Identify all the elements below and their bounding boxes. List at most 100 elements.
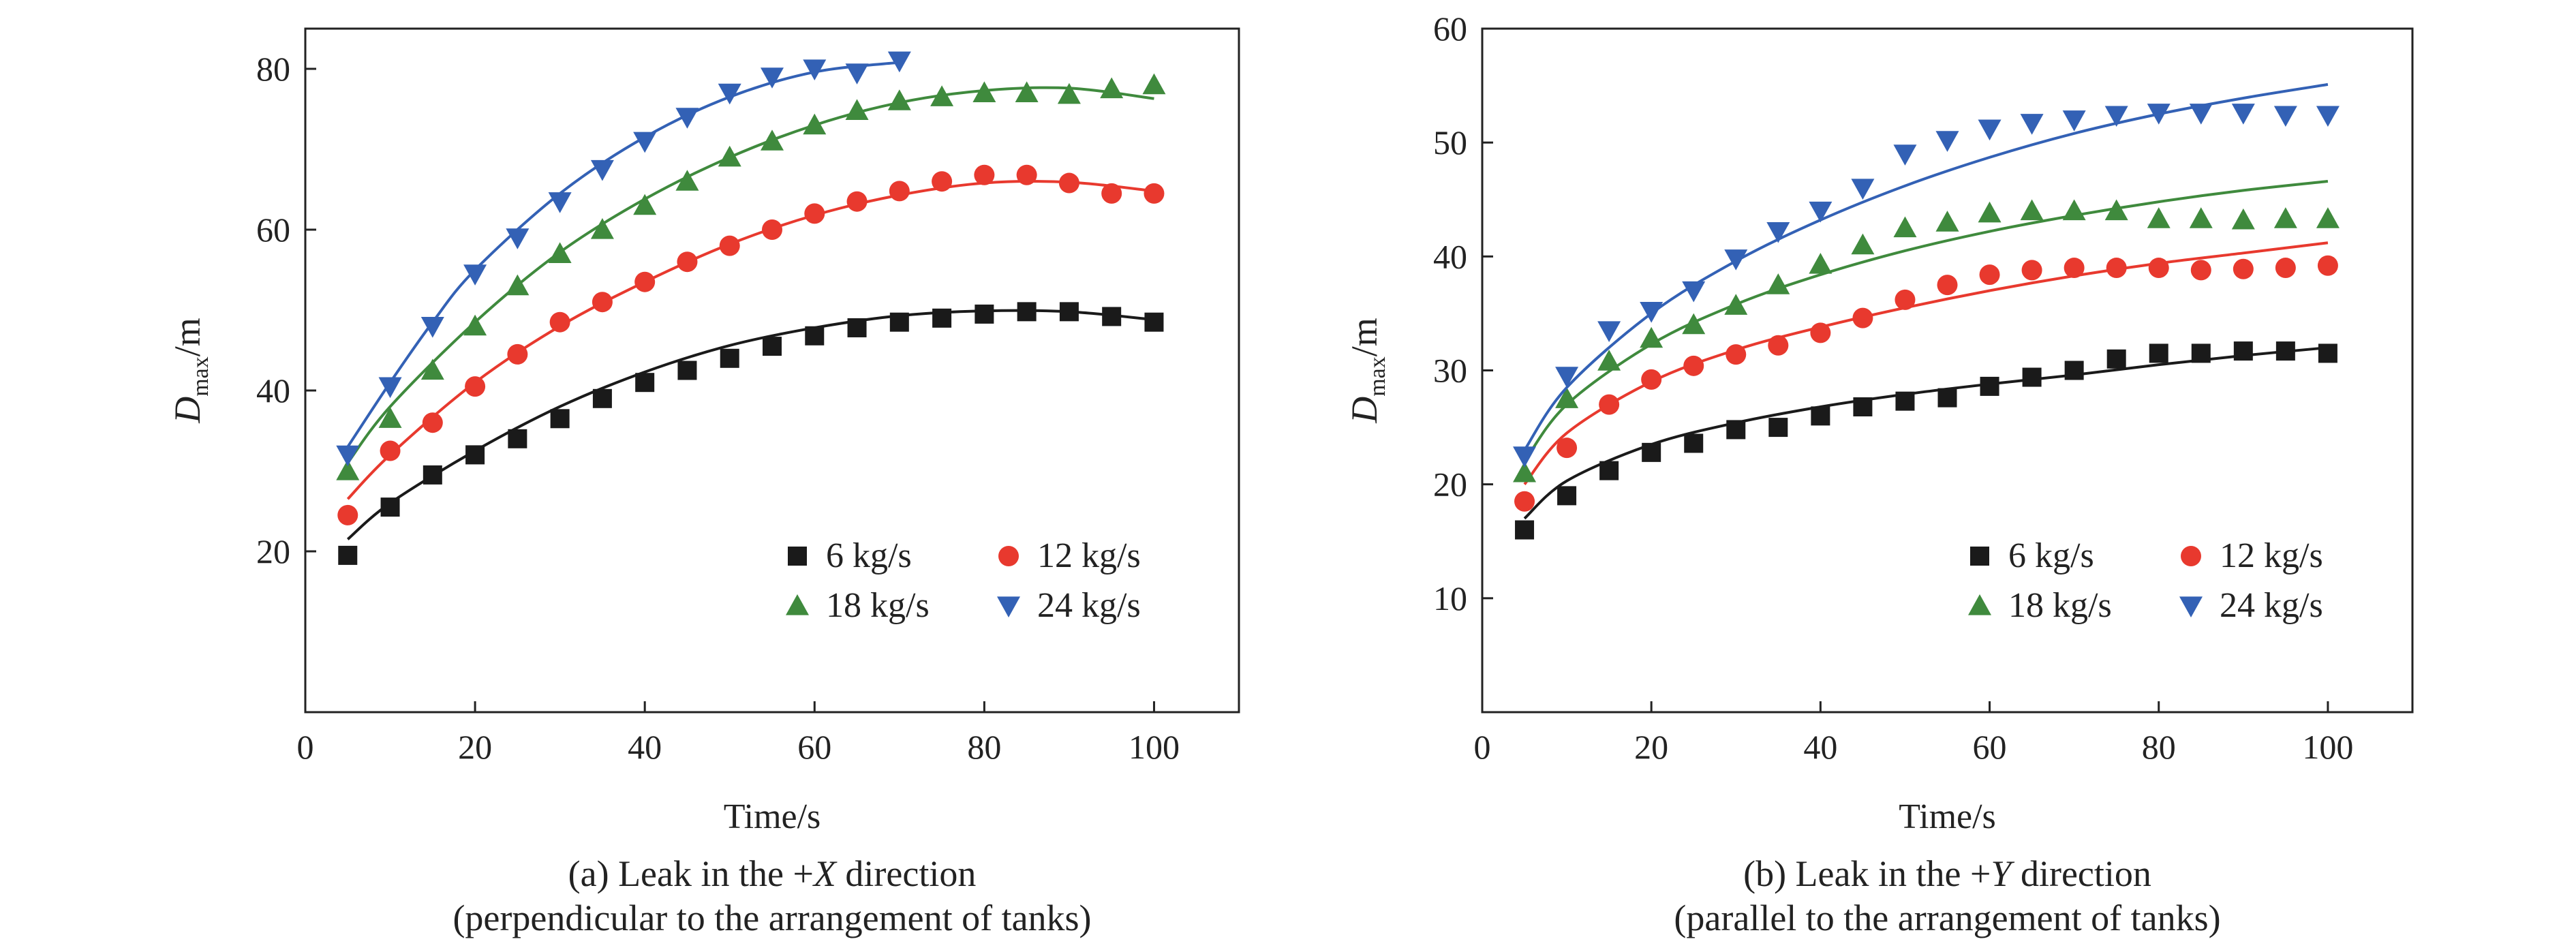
data-point [1937, 388, 1957, 408]
data-point [1810, 322, 1831, 343]
data-point [1515, 520, 1535, 540]
data-point [2064, 361, 2084, 380]
x-tick-label: 0 [297, 728, 314, 766]
legend-item: 18 kg/s [1968, 586, 2112, 625]
y-axis-label-sub: max [1365, 356, 1390, 397]
data-point [2189, 207, 2213, 228]
legend-label: 24 kg/s [2220, 586, 2323, 625]
data-point [2275, 258, 2296, 279]
data-point [1682, 313, 1706, 335]
legend-item: 6 kg/s [788, 536, 912, 575]
data-point [1893, 144, 1917, 166]
data-point [1893, 216, 1917, 238]
panel-a: 0 20 40 60 80 100 20 40 60 80 Time/s Dmax/m 6 kg/s 12… [167, 27, 1240, 938]
data-point [1640, 326, 1663, 348]
data-point [1102, 307, 1122, 326]
caption-line-1: (b) Leak in the +Y direction [1743, 853, 2151, 894]
y-axis-label-unit: /m [167, 318, 208, 356]
caption-line-2: (parallel to the arrangement of tanks) [1674, 898, 2220, 938]
x-tick-label: 20 [1634, 728, 1668, 766]
legend-item: 18 kg/s [786, 586, 930, 625]
data-point [720, 348, 739, 368]
legend-item: 12 kg/s [2181, 536, 2323, 575]
data-point [2189, 104, 2213, 125]
data-point [1768, 418, 1788, 438]
data-point [2316, 106, 2340, 127]
data-point [1513, 461, 1537, 482]
data-point [805, 326, 825, 346]
y-axis-label: Dmax/m [1344, 318, 1390, 424]
series-2 [1514, 241, 2338, 512]
data-point [2318, 343, 2337, 363]
data-point [2275, 341, 2295, 361]
fit-curve [346, 61, 900, 448]
data-point [887, 51, 911, 73]
y-tick-label: 20 [1433, 465, 1467, 504]
panel-b: 0 20 40 60 80 100 10 20 30 40 50 60 Time/s Dmax/m 6 kg… [1344, 10, 2414, 938]
data-point [2191, 343, 2211, 363]
data-point [1599, 394, 1620, 415]
data-point [336, 445, 360, 467]
data-point [2273, 106, 2297, 127]
data-point [889, 312, 909, 332]
data-point [463, 264, 487, 286]
data-point [975, 304, 994, 324]
data-point [2190, 260, 2211, 281]
data-point [2148, 258, 2169, 279]
x-tick-label: 40 [1803, 728, 1837, 766]
data-point [633, 132, 657, 153]
legend-label: 6 kg/s [826, 536, 912, 575]
data-point [761, 67, 784, 89]
x-axis-label: Time/s [1899, 797, 1996, 836]
data-point [1557, 438, 1578, 459]
data-point [465, 445, 485, 465]
legend-marker [2179, 596, 2203, 617]
x-tick-label: 100 [2302, 728, 2353, 766]
data-point [889, 181, 910, 202]
data-point [718, 145, 741, 167]
data-point [2233, 258, 2254, 279]
x-axis-label: Time/s [724, 797, 821, 836]
data-point [2233, 341, 2253, 361]
data-point [633, 194, 657, 215]
data-point [1895, 391, 1915, 411]
data-point [1597, 321, 1621, 342]
data-point [592, 388, 612, 408]
y-axis-label-main: D [1344, 397, 1385, 424]
data-point [506, 228, 530, 249]
data-point [380, 440, 401, 461]
data-point [1684, 433, 1704, 453]
y-axis-label-unit: /m [1344, 318, 1385, 356]
data-point [1852, 307, 1873, 328]
caption-suffix: direction [836, 853, 976, 894]
y-axis-label: Dmax/m [167, 318, 213, 424]
series-3 [1513, 180, 2340, 482]
data-point [1514, 491, 1535, 512]
y-tick-label: 50 [1433, 123, 1467, 162]
data-point [677, 361, 697, 380]
data-point [2104, 199, 2128, 221]
data-point [1809, 253, 1833, 274]
data-point [465, 376, 486, 397]
data-point [1641, 369, 1662, 390]
data-point [1726, 420, 1746, 440]
series-1 [1515, 341, 2337, 540]
y-tick-label: 40 [1433, 237, 1467, 275]
data-point [2021, 260, 2042, 281]
data-point [337, 504, 358, 525]
data-point [719, 235, 740, 256]
legend: 6 kg/s 12 kg/s 18 kg/s 24 kg/s [1968, 536, 2323, 625]
data-point [1851, 233, 1875, 255]
x-tick-label: 80 [2142, 728, 2176, 766]
legend-marker [998, 546, 1019, 566]
data-point [2106, 258, 2127, 279]
data-point [2020, 199, 2044, 221]
data-point [1057, 82, 1081, 104]
data-point [1935, 211, 1959, 232]
y-tick-label: 30 [1433, 352, 1467, 390]
data-point [1811, 406, 1830, 426]
data-point [974, 164, 995, 185]
data-point [762, 219, 782, 240]
data-point [2022, 367, 2042, 387]
legend: 6 kg/s 12 kg/s 18 kg/s 24 kg/s [786, 536, 1141, 625]
